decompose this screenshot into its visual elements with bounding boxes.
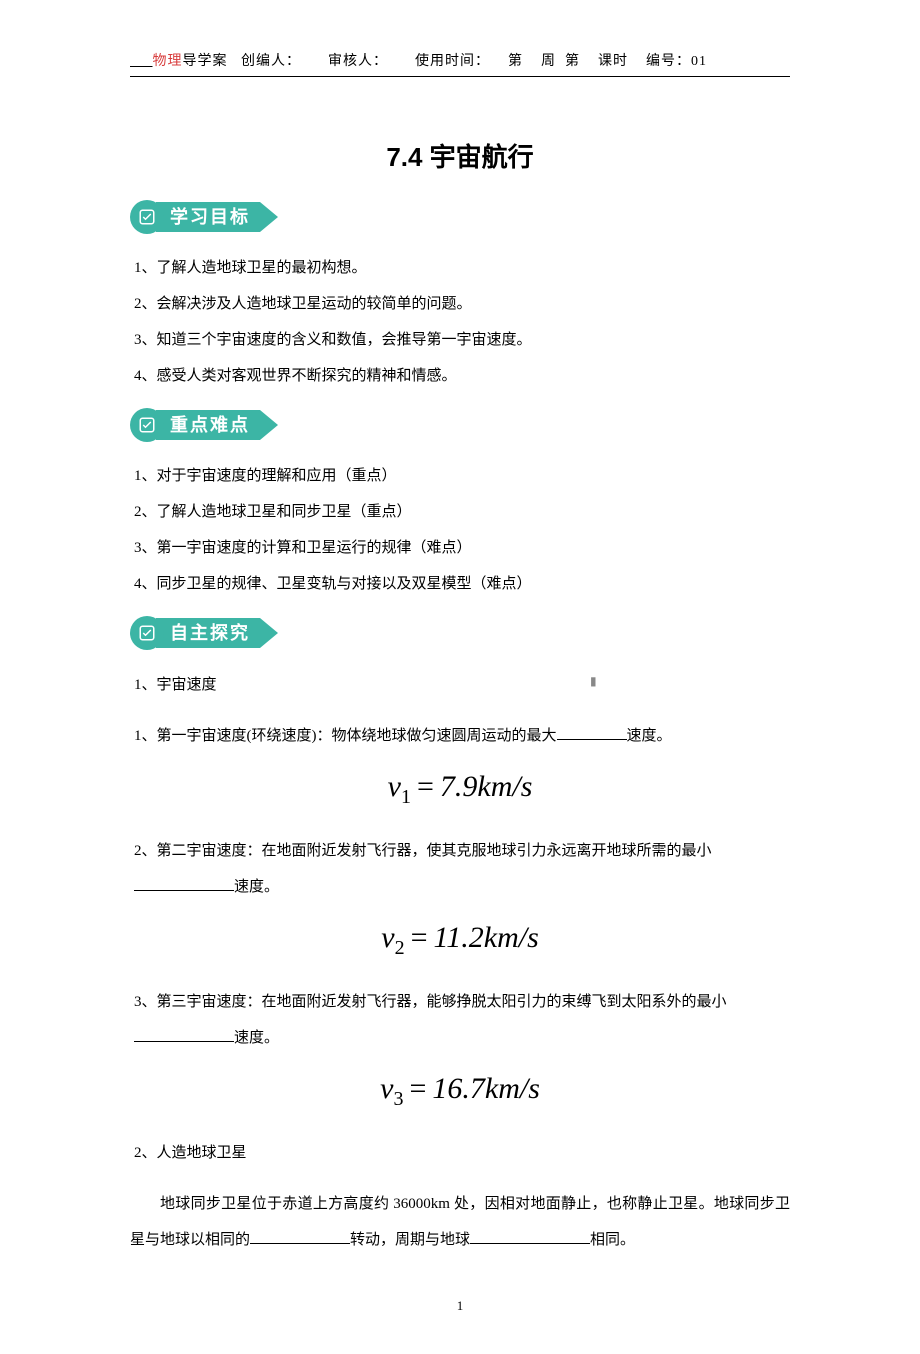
v1-post: 速度。 [627,728,672,744]
v2-post: 速度。 [234,879,279,895]
keypoints-item: 4、同步卫星的规律、卫星变轨与对接以及双星模型（难点） [130,566,790,602]
goals-item: 1、了解人造地球卫星的最初构想。 [130,250,790,286]
v2-text: 2、第二宇宙速度：在地面附近发射飞行器，使其克服地球引力永远离开地球所需的最小速… [130,833,790,905]
f-unit: km/s [484,921,539,954]
page-title: 7.4 宇宙航行 [130,137,790,174]
section-explore-tag: 自主探究 [130,614,790,652]
header-serial: 编号：01 [646,54,707,69]
tag-arrow [260,410,278,440]
check-icon [130,616,164,650]
formula-v3: v3=16.7km/s [130,1072,790,1111]
f-sub: 2 [395,937,405,959]
keypoints-item: 1、对于宇宙速度的理解和应用（重点） [130,458,790,494]
f-unit: km/s [477,770,532,803]
f-val: 11.2 [433,921,483,954]
header-usetime: 使用时间： 第 周 第 课时 [415,54,628,69]
f-var: v [388,770,401,803]
section-keypoints-tag: 重点难点 [130,406,790,444]
f-var: v [380,1072,393,1105]
blank-field[interactable] [134,1027,234,1042]
v1-pre: 1、第一宇宙速度(环绕速度)：物体绕地球做匀速圆周运动的最大 [134,728,557,744]
v3-post: 速度。 [234,1030,279,1046]
v3-pre: 3、第三宇宙速度：在地面附近发射飞行器，能够挣脱太阳引力的束缚飞到太阳系外的最小 [134,994,727,1010]
blank-field[interactable] [470,1229,590,1244]
header-subject: 物理 [153,54,183,69]
f-val: 16.7 [432,1072,485,1105]
topic-1-title: 1、宇宙速度 ▮ [130,667,790,703]
topic-2-title: 2、人造地球卫星 [130,1135,790,1171]
cursor-icon: ▮ [590,667,597,696]
f-unit: km/s [485,1072,540,1105]
f-sub: 1 [401,786,411,808]
tag-arrow [260,202,278,232]
check-icon [130,200,164,234]
header-reviewer: 审核人： [328,54,388,69]
section-explore-heading: 自主探究 [156,618,260,648]
v2-pre: 2、第二宇宙速度：在地面附近发射飞行器，使其克服地球引力永远离开地球所需的最小 [134,843,712,859]
page-number: 1 [130,1298,790,1314]
header-guide: 导学案 [183,54,228,69]
topic-2-body: 地球同步卫星位于赤道上方高度约 36000km 处，因相对地面静止，也称静止卫星… [130,1186,790,1258]
keypoints-item: 3、第一宇宙速度的计算和卫星运行的规律（难点） [130,530,790,566]
goals-item: 3、知道三个宇宙速度的含义和数值，会推导第一宇宙速度。 [130,322,790,358]
keypoints-item: 2、了解人造地球卫星和同步卫星（重点） [130,494,790,530]
f-var: v [381,921,394,954]
header-blank [130,54,153,69]
v1-text: 1、第一宇宙速度(环绕速度)：物体绕地球做匀速圆周运动的最大 速度。 [130,718,790,754]
t2-c: 相同。 [590,1232,635,1248]
blank-field[interactable] [557,725,627,740]
check-icon [130,408,164,442]
tag-arrow [260,618,278,648]
topic-1-title-text: 1、宇宙速度 [134,677,217,693]
t2-b: 转动，周期与地球 [350,1232,470,1248]
section-keypoints-heading: 重点难点 [156,410,260,440]
goals-item: 2、会解决涉及人造地球卫星运动的较简单的问题。 [130,286,790,322]
f-sub: 3 [393,1088,403,1110]
blank-field[interactable] [250,1229,350,1244]
section-goals-tag: 学习目标 [130,198,790,236]
formula-v2: v2=11.2km/s [130,921,790,960]
page-header: 物理导学案 创编人： 审核人： 使用时间： 第 周 第 课时 编号：01 [130,50,790,77]
v3-text: 3、第三宇宙速度：在地面附近发射飞行器，能够挣脱太阳引力的束缚飞到太阳系外的最小… [130,984,790,1056]
goals-item: 4、感受人类对客观世界不断探究的精神和情感。 [130,358,790,394]
header-author: 创编人： [241,54,301,69]
blank-field[interactable] [134,876,234,891]
f-val: 7.9 [440,770,478,803]
section-goals-heading: 学习目标 [156,202,260,232]
formula-v1: v1=7.9km/s [130,770,790,809]
